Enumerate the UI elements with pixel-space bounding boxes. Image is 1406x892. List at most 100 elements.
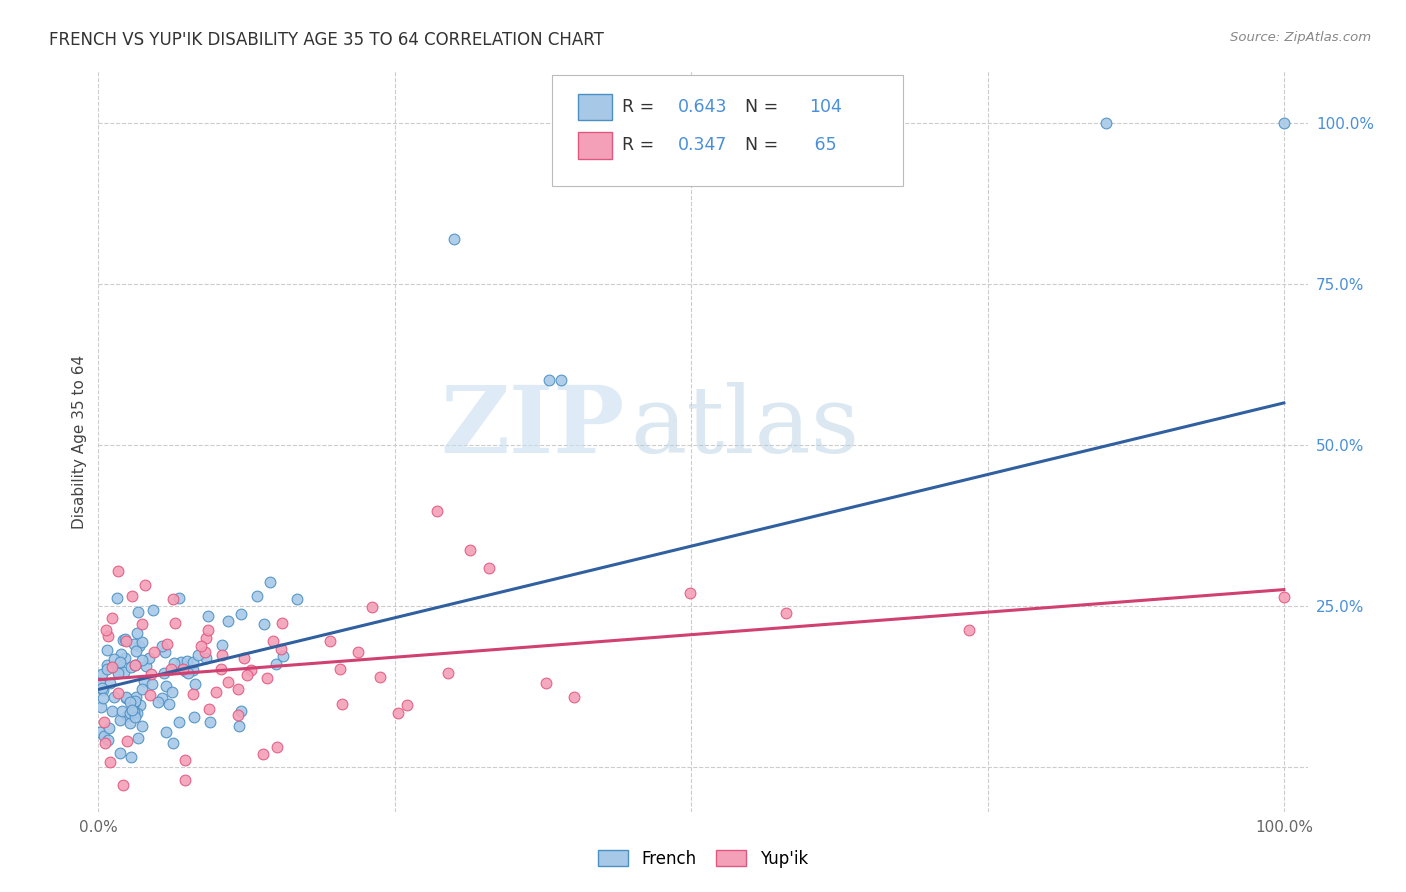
Point (252, 747, 274, 762)
Point (138, 651, 160, 665)
Point (564, 690, 586, 705)
Point (115, 690, 138, 705)
Point (96, 658, 118, 673)
Point (107, 666, 129, 681)
Point (94, 623, 117, 637)
Point (172, 662, 194, 676)
Point (97, 629, 120, 643)
Point (127, 605, 149, 619)
Point (173, 753, 195, 767)
Point (91, 683, 114, 698)
Point (246, 589, 269, 603)
Point (101, 704, 124, 718)
FancyBboxPatch shape (578, 132, 613, 159)
Point (120, 706, 142, 720)
Point (125, 644, 148, 658)
Point (262, 634, 284, 648)
Y-axis label: Disability Age 35 to 64: Disability Age 35 to 64 (72, 354, 87, 529)
Point (211, 638, 233, 652)
Point (128, 639, 150, 653)
Point (217, 614, 239, 628)
Point (176, 654, 198, 668)
Point (125, 690, 148, 704)
Point (209, 662, 232, 676)
Point (110, 647, 132, 661)
Legend: French, Yup'ik: French, Yup'ik (592, 844, 814, 875)
Point (228, 719, 250, 733)
Point (121, 703, 143, 717)
Text: FRENCH VS YUP'IK DISABILITY AGE 35 TO 64 CORRELATION CHART: FRENCH VS YUP'IK DISABILITY AGE 35 TO 64… (49, 31, 605, 49)
Point (115, 734, 138, 748)
Point (443, 232, 465, 246)
Point (91, 667, 114, 681)
Point (120, 660, 142, 674)
Point (160, 663, 183, 677)
FancyBboxPatch shape (551, 75, 903, 186)
Point (110, 713, 132, 727)
Point (93, 729, 115, 743)
Point (135, 659, 157, 673)
Point (1272, 116, 1295, 130)
Point (107, 664, 129, 678)
Text: 65: 65 (810, 136, 837, 154)
Point (93, 714, 115, 729)
Point (131, 682, 153, 697)
Point (217, 675, 239, 690)
Point (256, 672, 278, 686)
Point (141, 667, 163, 681)
Text: N =: N = (734, 136, 785, 154)
Text: ZIP: ZIP (440, 382, 624, 472)
Point (142, 603, 165, 617)
Point (162, 736, 184, 750)
Point (96, 642, 118, 657)
Point (460, 542, 482, 557)
Point (101, 660, 124, 674)
Text: atlas: atlas (630, 382, 859, 472)
Point (226, 681, 249, 696)
Point (195, 651, 218, 665)
FancyBboxPatch shape (578, 94, 613, 120)
Point (211, 648, 233, 662)
Point (115, 690, 138, 704)
Point (114, 651, 136, 665)
Point (167, 591, 190, 606)
Point (97, 733, 120, 747)
Point (174, 665, 197, 679)
Point (163, 616, 186, 631)
Point (190, 639, 212, 653)
Point (115, 634, 138, 648)
Point (266, 740, 288, 755)
Point (957, 623, 980, 637)
Point (122, 696, 145, 710)
Point (150, 639, 173, 653)
Point (360, 599, 382, 614)
Point (198, 702, 221, 716)
Point (395, 698, 418, 713)
Point (124, 694, 146, 708)
Point (184, 677, 207, 691)
Point (131, 635, 153, 649)
Point (1095, 116, 1118, 130)
Point (155, 725, 177, 739)
Point (118, 716, 141, 731)
Point (775, 606, 797, 620)
Point (134, 674, 156, 689)
Point (131, 653, 153, 667)
Point (112, 633, 135, 648)
Point (115, 709, 138, 723)
Point (128, 698, 150, 713)
Point (163, 656, 186, 670)
Point (112, 665, 135, 680)
Point (176, 665, 198, 680)
Point (236, 668, 259, 682)
Text: Source: ZipAtlas.com: Source: ZipAtlas.com (1230, 31, 1371, 45)
Point (426, 504, 449, 518)
Point (91, 691, 114, 706)
Point (174, 772, 197, 787)
Point (100, 611, 122, 625)
Point (239, 663, 262, 677)
Point (271, 648, 294, 663)
Point (105, 591, 128, 605)
Point (270, 616, 292, 631)
Point (122, 706, 145, 720)
